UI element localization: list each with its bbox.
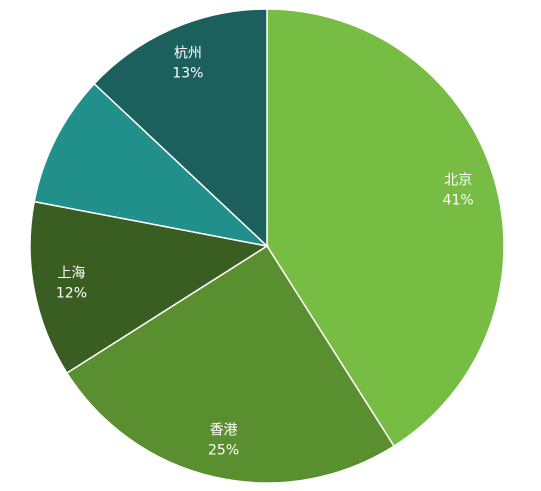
pie-slice (93, 8, 268, 248)
pie-slice (29, 200, 270, 375)
pie-slice (33, 82, 270, 248)
slice-label: 上海 (57, 265, 85, 281)
slice-value-label: 12% (56, 285, 87, 301)
slice-label: 杭州 (174, 45, 202, 61)
slice-label: 北京 (444, 172, 472, 188)
pie-slice (266, 8, 505, 448)
slice-value-label: 25% (208, 442, 239, 458)
slice-label: 香港 (210, 422, 238, 438)
slice-value-label: 41% (443, 192, 474, 208)
pie-slice (65, 244, 396, 484)
slice-value-label: 13% (172, 65, 203, 81)
